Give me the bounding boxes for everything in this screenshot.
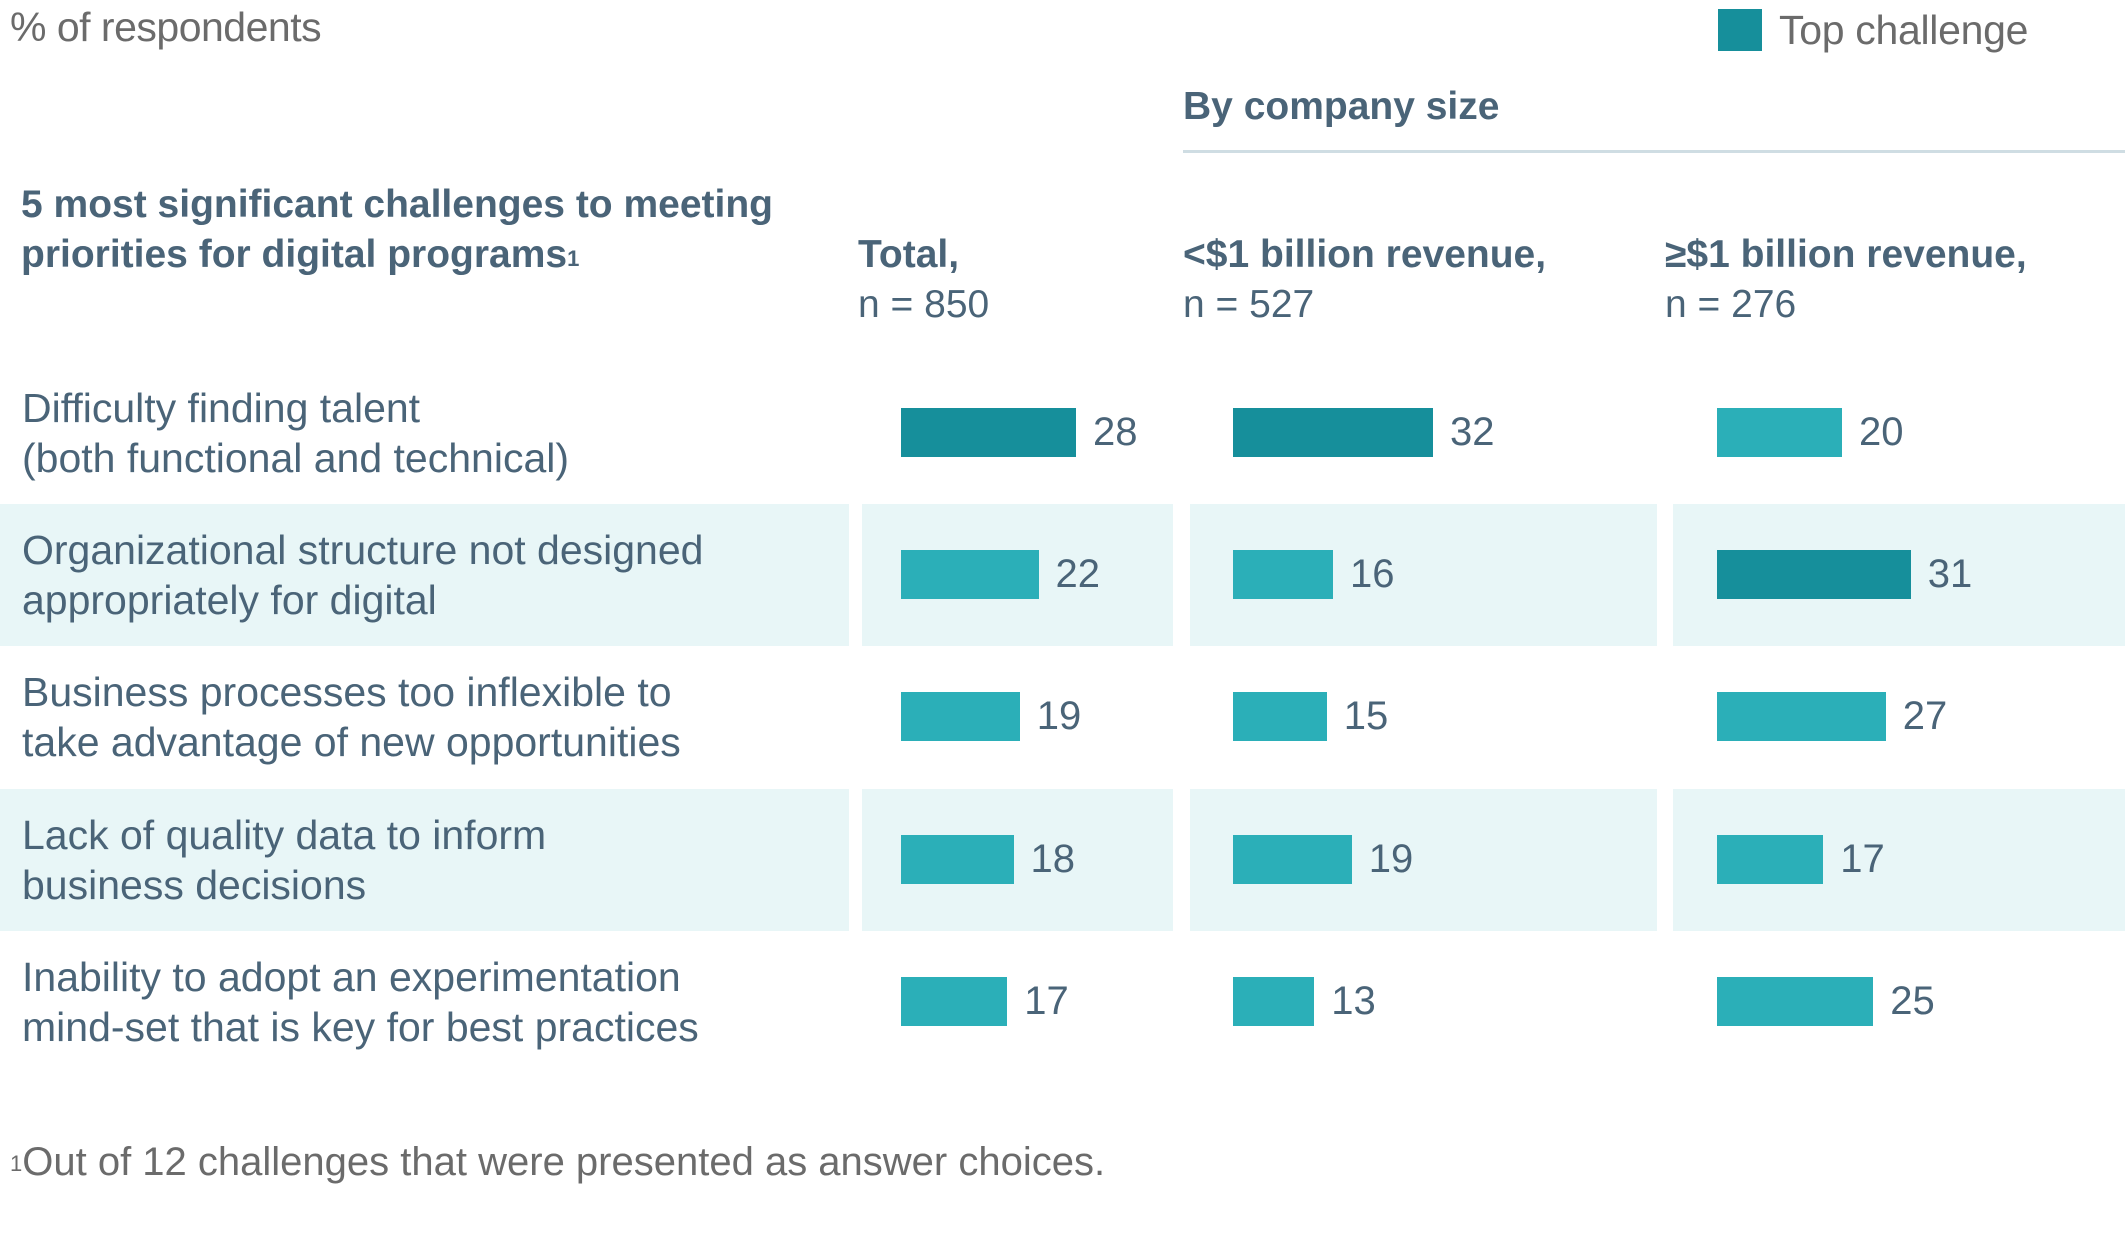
unit-label: % of respondents — [10, 4, 322, 50]
row-label: Inability to adopt an experimentation min… — [22, 952, 852, 1052]
row-label: Organizational structure not designed app… — [22, 525, 852, 625]
category-header: 5 most significant challenges to meeting… — [21, 180, 841, 280]
footnote-text: Out of 12 challenges that were presented… — [22, 1140, 1106, 1184]
column-title: Total, — [858, 233, 960, 276]
bar-under-1b-row-4 — [1233, 835, 1352, 884]
row-label-line: Lack of quality data to inform — [22, 812, 547, 858]
category-header-text: 5 most significant challenges to meeting… — [21, 183, 773, 276]
bar-over-1b-row-1 — [1717, 408, 1842, 457]
bar-under-1b-row-1 — [1233, 408, 1433, 457]
column-n: n = 850 — [858, 283, 990, 326]
group-title: By company size — [1183, 85, 1500, 128]
value-label-total-row-4: 18 — [1030, 837, 1076, 881]
row-label: Lack of quality data to inform business d… — [22, 810, 852, 910]
row-label-line: (both functional and technical) — [22, 435, 570, 481]
column-n: n = 527 — [1183, 283, 1315, 326]
bar-over-1b-row-2 — [1717, 550, 1911, 599]
bar-over-1b-row-4 — [1717, 835, 1824, 884]
row-label: Business processes too inflexible to take… — [22, 667, 852, 767]
bar-over-1b-row-5 — [1717, 977, 1874, 1026]
value-label-under-1b-row-5: 13 — [1331, 979, 1376, 1023]
row-label-line: Organizational structure not designed — [22, 527, 704, 573]
column-header-total: Total, n = 850 — [858, 230, 989, 330]
column-header-over-1b: ≥$1 billion revenue, n = 276 — [1665, 230, 2027, 330]
row-label-line: business decisions — [22, 862, 367, 908]
value-label-total-row-3: 19 — [1036, 694, 1082, 738]
bar-total-row-1 — [901, 408, 1076, 457]
row-label-line: mind-set that is key for best practices — [22, 1004, 699, 1050]
row-label-line: Inability to adopt an experimentation — [22, 954, 681, 1000]
column-title: <$1 billion revenue, — [1183, 233, 1547, 276]
footnote-sup: 1 — [10, 1151, 23, 1176]
column-n: n = 276 — [1665, 283, 1797, 326]
value-label-under-1b-row-3: 15 — [1343, 694, 1389, 738]
value-label-over-1b-row-3: 27 — [1902, 694, 1948, 738]
bar-total-row-4 — [901, 835, 1014, 884]
row-shade — [0, 504, 849, 646]
value-label-under-1b-row-4: 19 — [1368, 837, 1414, 881]
row-label-line: Difficulty finding talent — [22, 385, 421, 431]
legend-label: Top challenge — [1779, 7, 2029, 53]
group-divider — [1183, 150, 2125, 153]
row-label: Difficulty finding talent (both functiona… — [22, 383, 852, 483]
value-label-over-1b-row-2: 31 — [1927, 552, 1973, 596]
row-shade — [0, 789, 849, 931]
value-label-under-1b-row-2: 16 — [1350, 552, 1395, 596]
row-label-line: take advantage of new opportunities — [22, 719, 681, 765]
bar-total-row-5 — [901, 977, 1008, 1026]
value-label-over-1b-row-5: 25 — [1890, 979, 1935, 1023]
value-label-over-1b-row-1: 20 — [1859, 410, 1904, 454]
value-label-over-1b-row-4: 17 — [1840, 837, 1885, 881]
row-label-line: appropriately for digital — [22, 577, 437, 623]
value-label-total-row-1: 28 — [1093, 410, 1138, 454]
footnote-marker: 1 — [567, 246, 580, 271]
footnote: 1Out of 12 challenges that were presente… — [10, 1137, 1105, 1187]
value-label-total-row-5: 17 — [1024, 979, 1069, 1023]
bar-under-1b-row-5 — [1233, 977, 1315, 1026]
bar-under-1b-row-3 — [1233, 692, 1327, 741]
row-label-line: Business processes too inflexible to — [22, 669, 672, 715]
column-header-under-1b: <$1 billion revenue, n = 527 — [1183, 230, 1546, 330]
bar-under-1b-row-2 — [1233, 550, 1333, 599]
bar-total-row-3 — [901, 692, 1020, 741]
bar-over-1b-row-3 — [1717, 692, 1886, 741]
value-label-under-1b-row-1: 32 — [1450, 410, 1495, 454]
value-label-total-row-2: 22 — [1055, 552, 1101, 596]
bar-total-row-2 — [901, 550, 1039, 599]
legend-swatch-top-challenge — [1718, 9, 1762, 51]
column-title: ≥$1 billion revenue, — [1665, 233, 2027, 276]
